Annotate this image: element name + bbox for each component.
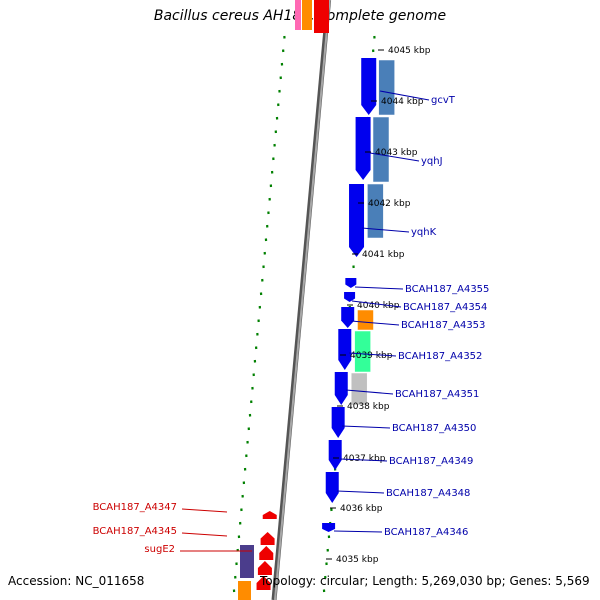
cog-category-block xyxy=(240,545,254,578)
forward-gene-arrow xyxy=(341,307,355,328)
forward-gene-label: BCAH187_A4346 xyxy=(384,527,468,538)
gene-label-leader xyxy=(345,389,394,395)
gene-label-leader xyxy=(350,320,400,326)
kbp-tick-label: 4036 kbp xyxy=(340,504,383,514)
kbp-tick-label: 4035 kbp xyxy=(336,555,379,565)
forward-gene-label: BCAH187_A4353 xyxy=(401,320,485,331)
reverse-gene-label: BCAH187_A4345 xyxy=(93,526,177,537)
forward-gene-arrow xyxy=(355,117,371,180)
gene-label-leader xyxy=(361,227,410,233)
kbp-tick-label: 4038 kbp xyxy=(347,402,390,412)
kbp-tick-label: 4040 kbp xyxy=(357,301,400,311)
forward-gene-label: yqhK xyxy=(411,227,437,238)
forward-gene-arrow xyxy=(338,329,352,370)
cog-category-block xyxy=(378,59,395,116)
gene-label-leader xyxy=(348,352,397,357)
reverse-gene-label: BCAH187_A4347 xyxy=(93,502,177,513)
forward-gene-label: BCAH187_A4348 xyxy=(386,488,470,499)
forward-gene-label: BCAH187_A4352 xyxy=(398,351,482,362)
forward-gene-label: BCAH187_A4354 xyxy=(403,302,487,313)
topology-text: Topology: circular; Length: 5,269,030 bp… xyxy=(260,574,590,588)
gene-label-leader xyxy=(369,152,420,162)
forward-gene-label: yqhJ xyxy=(421,156,443,167)
reverse-gene-arrow xyxy=(259,546,274,560)
forward-gene-label: BCAH187_A4355 xyxy=(405,284,489,295)
kbp-tick-label: 4041 kbp xyxy=(362,250,405,260)
forward-gene-label: BCAH187_A4350 xyxy=(392,423,476,434)
gene-label-leader xyxy=(336,490,385,494)
reverse-gene-arrow xyxy=(314,0,329,33)
forward-gene-arrow xyxy=(325,472,339,503)
gene-label-leader xyxy=(333,530,383,533)
gene-label-leader xyxy=(379,90,430,101)
kbp-tick-label: 4037 kbp xyxy=(343,454,386,464)
cog-category-block xyxy=(367,183,384,239)
gene-label-leader xyxy=(181,508,228,513)
gene-label-leader xyxy=(341,425,391,429)
kbp-tick-label: 4045 kbp xyxy=(388,46,431,56)
forward-gene-label: gcvT xyxy=(431,95,456,106)
accession-text: Accession: NC_011658 xyxy=(8,574,145,588)
backbone-highlight xyxy=(274,0,331,600)
gene-label-leader xyxy=(339,458,388,462)
reverse-gene-arrow xyxy=(262,511,277,519)
gene-label-leader xyxy=(351,300,402,308)
forward-gene-arrow xyxy=(334,372,348,405)
cog-category-block xyxy=(354,330,371,373)
reverse-gene-arrow xyxy=(260,532,275,545)
forward-gene-arrow xyxy=(344,292,356,302)
reverse-gene-arrow xyxy=(257,561,272,575)
forward-gene-label: BCAH187_A4351 xyxy=(395,389,479,400)
gene-label-leader xyxy=(181,532,228,537)
cog-category-block xyxy=(357,309,374,331)
reverse-gene-label: sugE2 xyxy=(144,544,175,555)
forward-gene-arrow xyxy=(361,58,377,115)
forward-gene-arrow xyxy=(328,440,342,470)
forward-gene-arrow xyxy=(322,523,336,532)
cog-category-block xyxy=(295,0,301,30)
gene-label-leader xyxy=(354,286,404,290)
reverse-gene-arrow xyxy=(256,576,271,590)
kbp-tick-label: 4044 kbp xyxy=(381,97,424,107)
cog-category-block xyxy=(350,372,368,406)
forward-gene-arrow xyxy=(331,407,345,438)
cog-category-block xyxy=(238,581,251,600)
kbp-tick-label: 4039 kbp xyxy=(350,351,393,361)
cog-category-block xyxy=(372,116,390,183)
forward-gene-arrow xyxy=(345,278,357,288)
forward-gene-label: BCAH187_A4349 xyxy=(389,456,473,467)
cog-category-block xyxy=(302,0,312,30)
kbp-tick-label: 4042 kbp xyxy=(368,199,411,209)
forward-gene-arrow xyxy=(349,184,365,257)
kbp-tick-label: 4043 kbp xyxy=(375,148,418,158)
